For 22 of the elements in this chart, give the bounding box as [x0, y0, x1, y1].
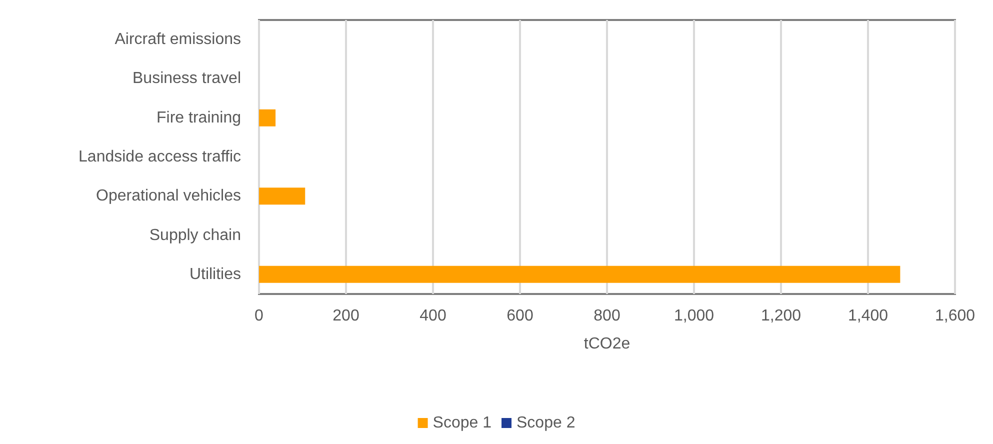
- legend-label: Scope 2: [516, 414, 576, 432]
- x-tick-label: 400: [420, 308, 446, 324]
- x-tick-label: 1,600: [934, 308, 976, 324]
- y-tick-label: Aircraft emissions: [114, 31, 241, 48]
- x-axis-title: tCO2e: [584, 336, 630, 352]
- bar: [259, 266, 900, 283]
- x-tick-label: 0: [254, 308, 264, 324]
- y-tick-label: Fire training: [156, 109, 241, 126]
- y-tick-label: Business travel: [132, 70, 241, 88]
- bar: [259, 109, 276, 126]
- x-tick-label: 1,200: [760, 308, 802, 324]
- x-tick-label: 600: [506, 308, 534, 324]
- x-tick-label: 1,000: [674, 308, 714, 324]
- y-tick-label: Supply chain: [149, 226, 241, 244]
- x-tick-label: 1,400: [848, 308, 888, 324]
- bar: [259, 188, 306, 205]
- y-tick-label: Operational vehicles: [96, 188, 241, 205]
- x-tick-label: 800: [594, 308, 620, 324]
- legend-label: Scope 1: [432, 414, 492, 432]
- y-tick-label: Utilities: [189, 266, 241, 283]
- x-tick-label: 200: [332, 308, 360, 324]
- y-tick-label: Landside access traffic: [78, 148, 241, 166]
